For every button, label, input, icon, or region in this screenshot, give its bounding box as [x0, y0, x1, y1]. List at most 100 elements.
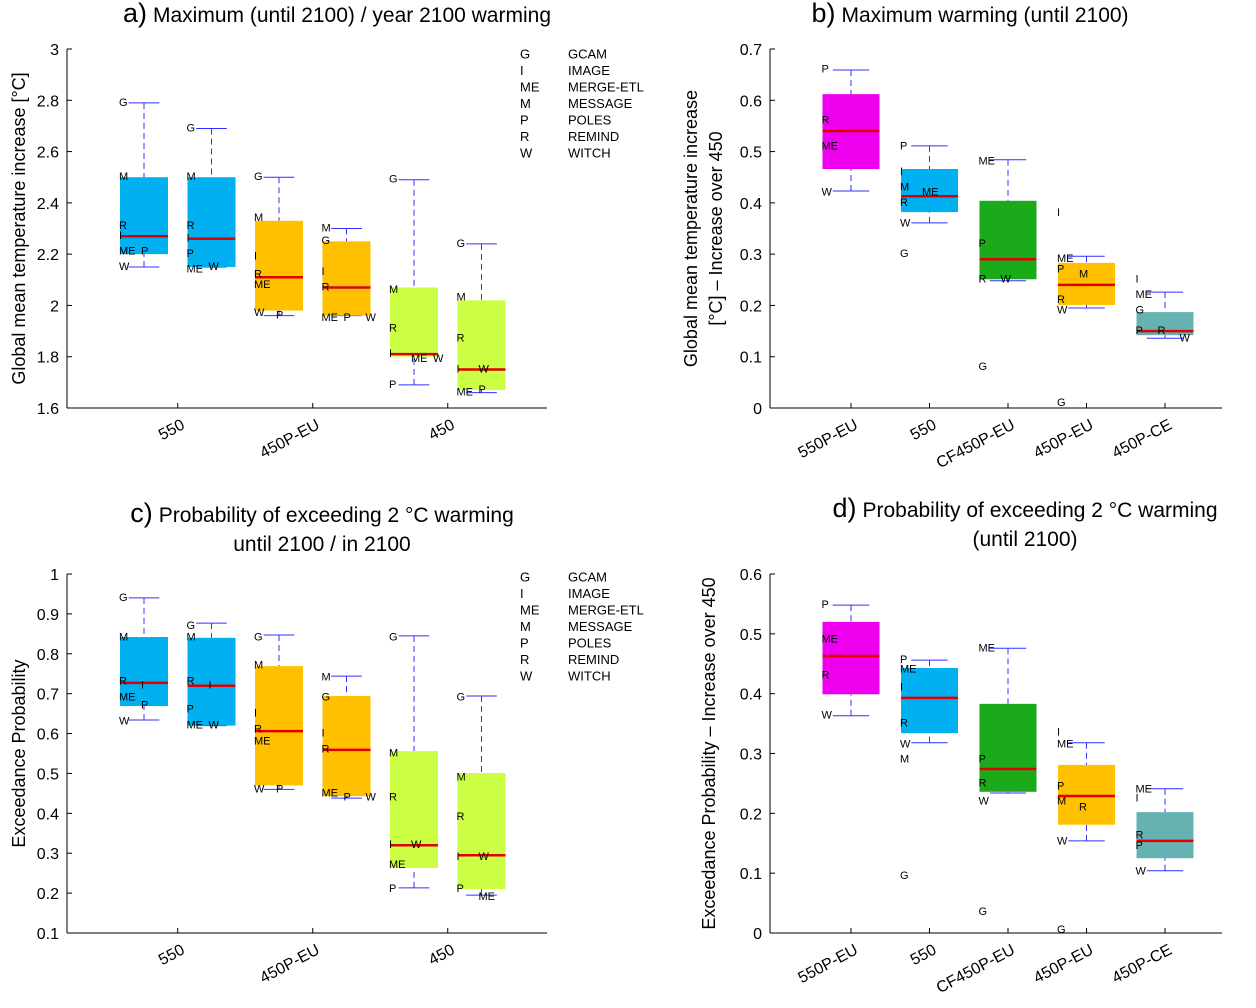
model-label: G	[322, 692, 331, 704]
y-tick-label: 0.6	[740, 567, 762, 584]
model-label: P	[457, 883, 464, 895]
box	[120, 177, 168, 255]
legend-code: P	[520, 635, 529, 650]
y-tick-label: 0.5	[740, 145, 762, 162]
chart-title: c) Probability of exceeding 2 °C warming	[130, 498, 514, 528]
box-group: PME I RWM G	[900, 654, 958, 882]
box	[1136, 812, 1194, 859]
panel-label: d)	[832, 493, 856, 523]
model-label: M	[389, 284, 398, 296]
model-label: G	[1057, 397, 1066, 409]
model-label: R	[457, 333, 465, 345]
chart-title: d) Probability of exceeding 2 °C warming	[832, 493, 1217, 523]
y-tick-label: 1.8	[37, 350, 59, 367]
y-tick-label: 0.8	[37, 647, 59, 664]
legend-code: M	[520, 96, 531, 111]
model-label: G	[322, 235, 331, 247]
box-group: MG IR ME P W	[322, 672, 377, 804]
y-tick-label: 0.2	[740, 298, 762, 315]
box-group: G M R I ME W P	[389, 174, 444, 391]
model-label: I	[141, 680, 144, 692]
model-label: P	[979, 753, 986, 765]
model-label: R	[1136, 829, 1144, 841]
box	[901, 169, 958, 213]
legend-code: G	[520, 569, 530, 584]
box	[322, 241, 371, 316]
model-label: M	[119, 171, 128, 183]
model-label: R	[119, 220, 127, 232]
model-label: I	[209, 680, 212, 692]
model-label: G	[389, 174, 398, 186]
y-tick-label: 0.3	[740, 247, 762, 264]
model-label: R	[900, 717, 908, 729]
y-tick-label: 0.3	[37, 846, 59, 863]
legend-name: GCAM	[568, 569, 607, 584]
title-line: until 2100 / in 2100	[233, 533, 410, 556]
y-tick-label: 0.4	[740, 687, 762, 704]
model-label: G	[979, 906, 988, 918]
legend-code: G	[520, 46, 530, 61]
model-label: G	[119, 592, 128, 604]
y-tick-label: 0	[753, 926, 762, 943]
model-label: R	[254, 269, 262, 281]
model-label: M	[1057, 795, 1066, 807]
model-label: W	[119, 261, 130, 273]
model-label: M	[457, 292, 466, 304]
model-label: W	[479, 363, 490, 375]
model-label: R	[457, 811, 465, 823]
model-label: P	[979, 238, 986, 250]
model-label: P	[1057, 263, 1064, 275]
model-label: ME	[411, 353, 428, 365]
model-label: I	[187, 233, 190, 245]
legend-name: MESSAGE	[568, 96, 633, 111]
title-line: (until 2100)	[972, 528, 1077, 551]
y-tick-label: 0.7	[740, 42, 762, 59]
model-label: ME	[979, 156, 996, 168]
model-label: R	[119, 676, 127, 688]
x-tick-label: 450P-EU	[257, 417, 322, 462]
box	[901, 667, 958, 734]
model-label: M	[322, 672, 331, 684]
model-label: P	[389, 379, 396, 391]
model-label: W	[1180, 333, 1191, 345]
x-tick-label: 450	[426, 416, 458, 444]
model-label: ME	[389, 859, 406, 871]
model-label: R	[979, 274, 987, 286]
model-label: M	[900, 753, 909, 765]
model-label: W	[433, 353, 444, 365]
legend-name: POLES	[568, 112, 612, 127]
legend-code: ME	[520, 602, 540, 617]
model-label: R	[187, 220, 195, 232]
box-group: ME P R W G	[979, 156, 1037, 373]
y-axis-label: Exceedance Probability	[9, 659, 29, 847]
y-axis-label: [°C] – Increase over 450	[706, 131, 726, 325]
model-label: W	[979, 795, 990, 807]
model-label: W	[254, 307, 265, 319]
x-tick-label: 450P-CE	[1110, 417, 1175, 462]
model-label: W	[1057, 304, 1068, 316]
legend-code: I	[520, 63, 524, 78]
y-tick-label: 2.4	[37, 196, 59, 213]
model-label: W	[254, 783, 265, 795]
model-label: P	[389, 883, 396, 895]
model-label: G	[119, 97, 128, 109]
panel-label: b)	[811, 0, 835, 28]
box-group: MEI RP W	[1136, 783, 1194, 877]
model-label: ME	[1057, 738, 1074, 750]
chart-title: b) Maximum warming (until 2100)	[811, 0, 1128, 28]
model-label: M	[1079, 269, 1088, 281]
legend-code: W	[520, 668, 533, 683]
model-label: M	[119, 632, 128, 644]
model-label: ME	[254, 279, 271, 291]
legend-name: POLES	[568, 635, 612, 650]
model-label: P	[344, 791, 351, 803]
x-tick-label: 450P-EU	[257, 942, 322, 987]
legend-name: REMIND	[568, 129, 619, 144]
model-label: W	[366, 791, 377, 803]
legend-code: I	[520, 586, 524, 601]
model-label: M	[900, 181, 909, 193]
model-label: P	[276, 310, 283, 322]
model-label: I	[254, 708, 257, 720]
